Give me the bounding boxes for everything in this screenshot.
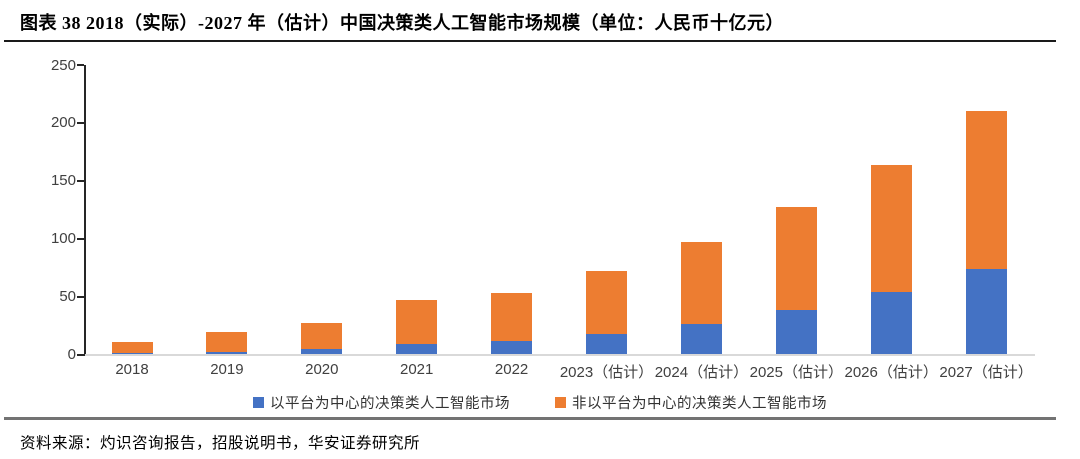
stacked-bar-segment <box>396 300 438 345</box>
stacked-bar-segment <box>870 164 912 292</box>
title-divider <box>4 40 1056 42</box>
x-axis-tick-label: 2024（估计） <box>654 364 749 381</box>
x-axis-tick-label: 2027（估计） <box>939 364 1033 381</box>
stacked-bar-segment <box>301 348 343 355</box>
stacked-bar-segment <box>775 310 817 355</box>
stacked-bar-segment <box>206 332 248 353</box>
bottom-divider <box>4 417 1056 420</box>
y-axis-tick-label: 100 <box>50 230 76 248</box>
y-axis-tick-mark <box>77 121 84 124</box>
stacked-bar-segment <box>111 341 153 354</box>
x-axis-tick-label: 2022 <box>494 361 529 378</box>
legend-label-platform: 以平台为中心的决策类人工智能市场 <box>270 396 510 412</box>
stacked-bar-segment <box>965 268 1007 355</box>
y-axis-tick-mark <box>77 237 84 240</box>
y-axis-tick-label: 0 <box>67 346 76 363</box>
y-axis-tick-mark <box>77 295 84 298</box>
x-axis-tick-label: 2020 <box>305 361 339 378</box>
y-axis-tick-label: 150 <box>50 172 76 190</box>
stacked-bar-segment <box>586 333 627 355</box>
y-axis-tick-mark <box>77 179 84 182</box>
y-axis-tick-label: 200 <box>50 114 76 132</box>
x-axis-tick-label: 2021 <box>400 361 434 378</box>
figure-title: 图表 38 2018（实际）-2027 年（估计）中国决策类人工智能市场规模（单… <box>20 13 784 33</box>
stacked-bar-segment <box>396 344 438 355</box>
stacked-bar-segment <box>206 352 248 355</box>
x-axis-tick-label: 2025（估计） <box>749 364 843 381</box>
stacked-bar-segment <box>965 111 1007 269</box>
source-note: 资料来源：灼识咨询报告，招股说明书，华安证券研究所 <box>20 435 421 452</box>
y-axis-tick-label: 50 <box>59 288 76 306</box>
stacked-bar-segment <box>680 324 722 355</box>
x-axis-tick-label: 2023（估计） <box>559 364 654 381</box>
legend-swatch-orange <box>555 397 566 408</box>
x-axis-tick-label: 2018 <box>115 361 149 378</box>
y-axis-tick-mark <box>77 353 84 356</box>
y-axis-line <box>84 65 86 356</box>
x-axis-tick-label: 2026（估计） <box>844 364 938 381</box>
legend-label-non-platform: 非以平台为中心的决策类人工智能市场 <box>572 396 827 412</box>
stacked-bar-segment <box>111 353 153 355</box>
chart-legend: 以平台为中心的决策类人工智能市场 非以平台为中心的决策类人工智能市场 <box>0 392 1080 413</box>
x-axis-tick-label: 2019 <box>210 361 244 378</box>
y-axis-tick-label: 250 <box>50 56 76 74</box>
stacked-bar-segment <box>680 242 722 325</box>
legend-swatch-blue <box>253 397 264 408</box>
x-axis-line <box>85 354 1035 356</box>
stacked-bar-segment <box>870 291 912 355</box>
y-axis-tick-mark <box>77 64 84 66</box>
legend-item-platform: 以平台为中心的决策类人工智能市场 <box>253 392 510 413</box>
stacked-bar-segment <box>586 271 627 334</box>
legend-item-non-platform: 非以平台为中心的决策类人工智能市场 <box>555 392 827 413</box>
stacked-bar-segment <box>301 323 343 349</box>
stacked-bar-segment <box>775 207 817 311</box>
stacked-bar-segment <box>491 293 533 341</box>
stacked-bar-segment <box>491 340 533 355</box>
